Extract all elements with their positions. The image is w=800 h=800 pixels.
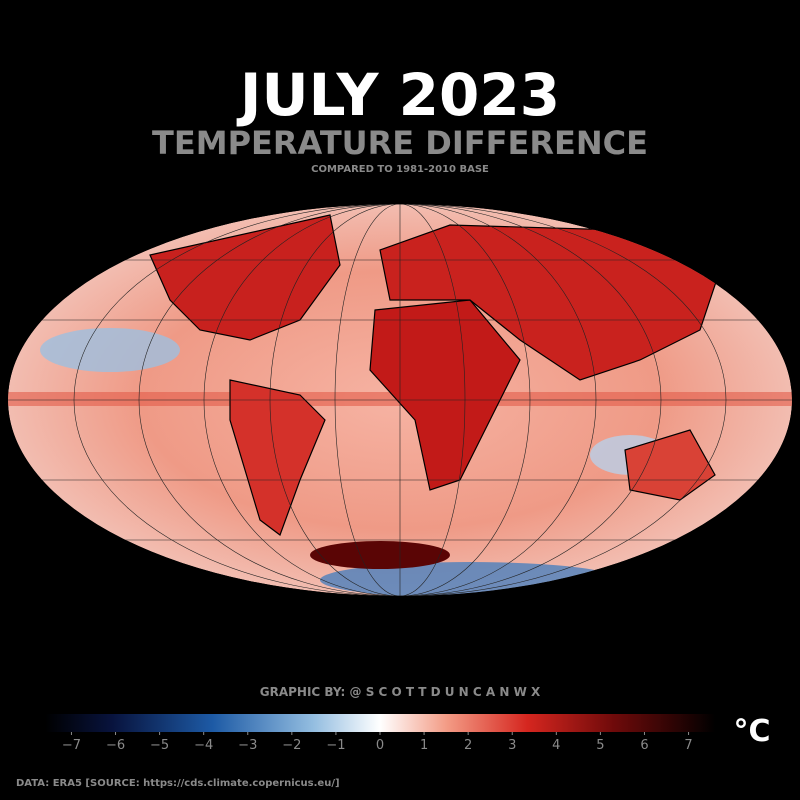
subtitle: TEMPERATURE DIFFERENCE — [152, 124, 648, 162]
graticule — [8, 204, 792, 596]
map — [8, 204, 792, 596]
credit: GRAPHIC BY: @ S C O T T D U N C A N W X — [260, 685, 541, 699]
colorbar — [45, 714, 715, 732]
tick-label: −3 — [238, 738, 257, 753]
tick-label: 5 — [596, 738, 604, 753]
tick-label: 3 — [508, 738, 516, 753]
cool-patch — [40, 328, 180, 372]
source: DATA: ERA5 [SOURCE: https://cds.climate.… — [16, 778, 340, 789]
tick-label: 7 — [684, 738, 692, 753]
tick-label: −1 — [326, 738, 345, 753]
tick-label: 4 — [552, 738, 560, 753]
tick-label: 0 — [376, 738, 384, 753]
title: JULY 2023 — [236, 61, 560, 129]
australia — [624, 429, 716, 501]
tick-label: 6 — [640, 738, 648, 753]
tick-label: −6 — [106, 738, 125, 753]
tick-label: −7 — [62, 738, 81, 753]
south-america — [229, 379, 326, 536]
colorbar-ticks: −7 −6 −5 −4 −3 −2 −1 0 1 2 3 4 5 6 7 — [62, 732, 693, 753]
tick-label: −5 — [150, 738, 169, 753]
tick-label: −2 — [282, 738, 301, 753]
eurasia — [379, 224, 721, 381]
tick-label: 1 — [420, 738, 428, 753]
unit: °C — [733, 714, 770, 749]
tick-label: −4 — [194, 738, 213, 753]
warm-patch — [310, 541, 450, 569]
tick-label: 2 — [464, 738, 472, 753]
note: COMPARED TO 1981-2010 BASE — [311, 164, 489, 175]
